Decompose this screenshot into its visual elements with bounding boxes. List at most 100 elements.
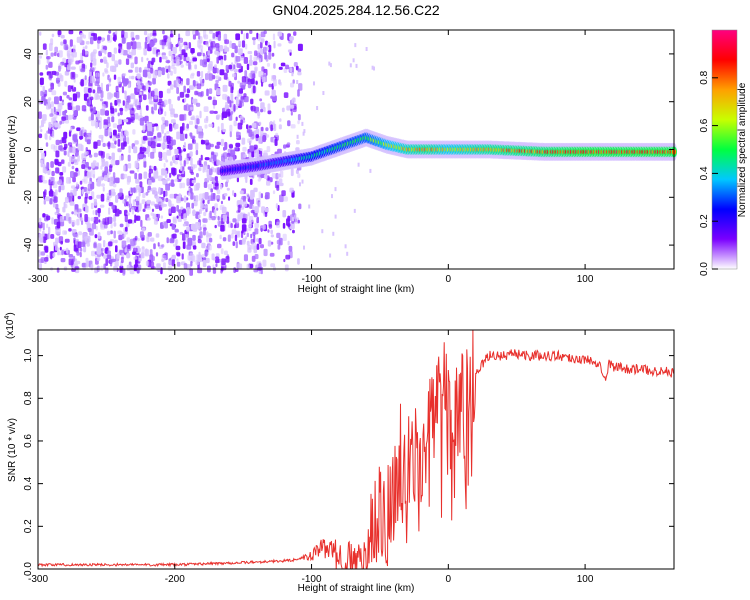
spectrogram-noise-cell [113,74,117,80]
spectrogram-noise-cell [157,132,162,138]
spectrogram-noise-cell [179,133,185,141]
spectrogram-noise-cell [91,120,95,127]
spectrogram-noise-cell [174,178,179,182]
spectrogram-noise-cell [43,93,47,98]
spectrogram-noise-cell [161,55,166,60]
spectrogram-noise-cell [180,37,183,43]
spectrogram-noise-cell [120,128,123,136]
spectrogram-noise-cell [112,136,116,142]
snr-panel: -300 -200 -100 0 100 0.0 0.2 0.4 0.6 0.8 1.0 Heig… [4,312,675,594]
spectrogram-noise-cell [161,41,165,50]
spectrogram-noise-cell [158,157,163,161]
spectrogram-noise-cell [210,41,216,48]
spectrogram-noise-cell [151,57,156,63]
y-tick-label: 0.6 [23,434,34,448]
spectrogram-noise-cell [233,68,238,73]
spectrogram-noise-cell [205,40,209,47]
spectrogram-noise-cell [155,252,159,257]
spectrogram-noise-cell [132,129,136,135]
y-tick-label: 20 [23,96,34,108]
spectrogram-noise-cell [248,225,252,232]
spectrogram-noise-cell [129,109,135,115]
spectrogram-noise-cell [113,230,116,239]
spectrogram-noise-cell [175,78,181,84]
spectrogram-noise-cell [286,142,291,146]
spectrogram-noise-cell [204,124,208,129]
snr-x-axis: -300 -200 -100 0 100 [28,330,594,585]
spectrogram-noise-cell [227,234,231,242]
spectrogram-noise-cell [60,258,66,263]
spectrogram-noise-cell [109,165,113,172]
spectrogram-noise-cell [176,195,181,204]
spectrogram-noise-cell [247,212,250,217]
spectrogram-noise-cell [157,70,162,77]
spectrogram-noise-cell [127,163,132,169]
spectrogram-noise-cell [90,170,96,178]
spectrogram-noise-cell [278,182,284,187]
spectrogram-noise-cell [122,199,125,204]
spectrogram-noise-cell [231,43,236,49]
spectrogram-noise-cell [226,216,230,224]
spectrogram-noise-cell [235,269,239,272]
spectrogram-noise-cell [142,124,145,132]
spectrogram-noise-cell [231,82,234,91]
spectrogram-noise-cell [89,154,93,158]
spectrogram-noise-cell [203,205,208,209]
spectrogram-noise-cell [82,49,86,57]
spectrogram-noise-cell [150,141,156,149]
spectrogram-noise-cell [230,93,234,101]
spectrogram-noise-cell [225,256,230,263]
spectrogram-noise-cell [164,221,168,229]
spectrogram-noise-cell [128,145,131,154]
spectrogram-noise-cell [143,160,147,168]
spectrogram-noise-cell [180,43,184,47]
spectrogram-noise-cell [80,79,84,87]
spectrogram-noise-cell [169,123,173,132]
spectrogram-noise-cell [232,218,237,223]
spectrogram-noise-cell [192,210,197,215]
spectrogram-noise-cell [265,55,269,62]
spectrogram-noise-cell [54,46,58,53]
spectrogram-noise-cell [55,167,60,174]
spectrogram-noise-cell [150,237,155,242]
spectrogram-noise-cell [237,122,243,130]
spectrogram-noise-cell [260,31,266,38]
spectrogram-noise-cell [50,52,54,57]
spectrogram-noise-cell [108,207,111,215]
spectrogram-noise-cell [59,139,63,144]
spectrogram-noise-cell [92,210,95,215]
spectrogram-noise-cell [61,137,67,144]
spectrogram-noise-cell [59,120,62,125]
spectrogram-noise-cell [219,69,225,76]
spectrogram-noise-cell [56,221,61,229]
spectrogram-noise-cell [71,106,76,111]
spectrogram-noise-cell [235,116,238,122]
spectrogram-noise-cell [321,229,324,234]
spectrogram-noise-cell [154,95,158,100]
spectrogram-noise-cell [182,241,186,249]
spectrogram-noise-cell [250,210,256,214]
spectrogram-noise-cell [84,196,88,204]
spectrogram-noise-cell [115,85,119,92]
spectrogram-noise-cell [129,207,132,213]
spectrogram-noise-cell [237,204,241,213]
spectrogram-noise-cell [66,94,70,99]
spectrogram-noise-cell [353,208,356,213]
spectrogram-noise-cell [281,190,286,197]
spectrogram-noise-cell [117,230,122,235]
spectrogram-noise-cell [212,99,217,106]
spectrogram-noise-cell [216,88,221,96]
spectrogram-noise-cell [41,152,45,159]
spectrogram-noise-cell [130,113,135,121]
spectrogram-noise-cell [222,93,227,100]
spectrogram-noise-cell [195,222,201,230]
spectrogram-noise-cell [232,64,236,70]
spectrogram-noise-cell [252,122,257,129]
spectrogram-noise-cell [252,61,258,66]
spectrogram-noise-cell [215,44,219,51]
spectrogram-noise-cell [61,249,64,256]
spectrogram-noise-cell [205,142,211,150]
spectrogram-noise-cell [251,151,255,158]
spectrogram-noise-cell [266,62,270,67]
spectrogram-noise-cell [217,126,220,133]
